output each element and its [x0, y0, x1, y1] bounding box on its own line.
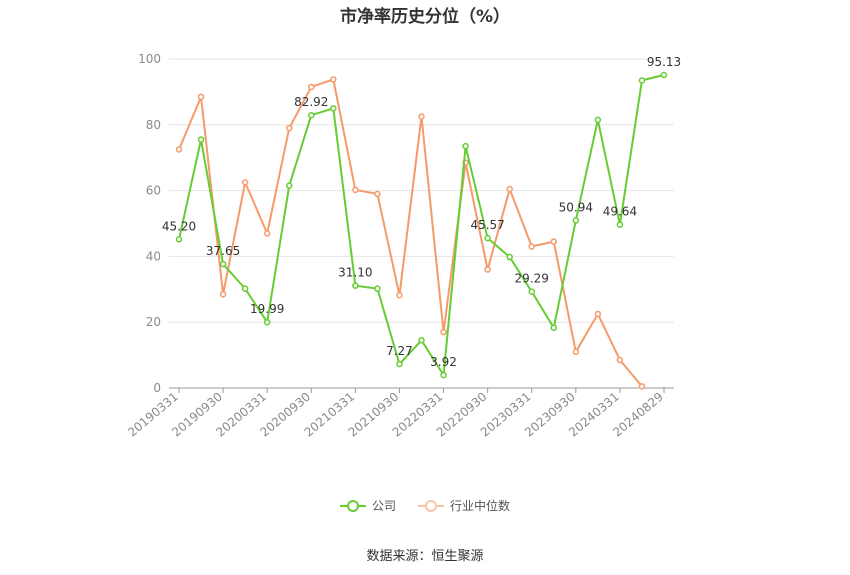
chart-plot: 0204060801002019033120190930202003312020… [125, 52, 681, 440]
industry-median-point [396, 291, 403, 299]
industry-median-point [484, 266, 491, 273]
company-point [285, 182, 293, 189]
company-point [219, 260, 227, 268]
y-tick-label: 0 [153, 381, 161, 395]
industry-median-point [374, 190, 381, 198]
company-point [616, 221, 624, 228]
legend-swatch-company [339, 499, 366, 512]
industry-median-point [506, 185, 513, 193]
company-point [440, 371, 447, 379]
industry-median-point [197, 93, 205, 101]
series-line-industry-median [178, 78, 643, 387]
industry-median-point [638, 383, 646, 390]
company-point [506, 253, 513, 261]
data-label: 50.94 [559, 200, 593, 214]
y-tick-label: 60 [146, 184, 161, 198]
industry-median-point [594, 310, 602, 318]
industry-median-point [241, 179, 249, 186]
legend: 公司 行业中位数 [0, 497, 850, 514]
company-point [418, 337, 425, 344]
industry-median-point [219, 290, 227, 298]
company-point [594, 116, 602, 124]
industry-median-point [528, 243, 535, 250]
data-label: 45.20 [162, 219, 196, 233]
company-point [660, 71, 668, 79]
industry-median-point [572, 348, 580, 356]
data-label: 45.57 [470, 218, 504, 232]
company-point [528, 288, 535, 295]
industry-median-point [550, 238, 558, 245]
data-label: 95.13 [647, 55, 681, 69]
industry-median-point [418, 113, 425, 120]
legend-label-company: 公司 [371, 499, 396, 513]
company-point [374, 285, 381, 292]
chart-title: 市净率历史分位（%） [339, 7, 511, 27]
y-tick-label: 20 [146, 315, 161, 329]
industry-median-point [440, 328, 447, 336]
legend-item-company[interactable]: 公司 [339, 497, 396, 514]
company-point [175, 236, 183, 243]
data-source: 数据来源：恒生聚源 [366, 549, 484, 564]
company-point [241, 285, 249, 292]
data-label: 37.65 [206, 244, 240, 258]
industry-median-point [330, 76, 337, 83]
company-point [396, 360, 403, 368]
industry-median-point [285, 124, 293, 132]
company-point [484, 234, 491, 242]
data-label: 3.92 [430, 355, 457, 369]
data-label: 49.64 [603, 205, 637, 219]
industry-median-point [308, 83, 315, 91]
company-point [197, 136, 205, 143]
y-tick-label: 100 [138, 52, 161, 66]
company-point [638, 77, 646, 84]
y-tick-label: 80 [146, 118, 161, 132]
legend-item-industry-median[interactable]: 行业中位数 [418, 497, 510, 514]
company-point [462, 142, 469, 150]
company-point [308, 111, 315, 119]
data-label: 82.92 [294, 95, 328, 109]
company-point [572, 217, 580, 224]
industry-median-point [175, 146, 183, 153]
industry-median-point [616, 356, 624, 364]
company-point [352, 282, 359, 289]
legend-swatch-industry-median [418, 499, 444, 512]
legend-label-industry-median: 行业中位数 [450, 499, 511, 513]
industry-median-point [263, 230, 271, 237]
company-point [263, 318, 271, 326]
y-tick-label: 40 [146, 249, 161, 263]
data-label: 31.10 [338, 266, 372, 280]
data-label: 7.27 [386, 344, 413, 358]
data-label: 29.29 [515, 272, 549, 286]
data-label: 19.99 [250, 302, 284, 316]
company-point [330, 105, 337, 112]
company-point [550, 324, 558, 332]
industry-median-point [352, 186, 359, 194]
